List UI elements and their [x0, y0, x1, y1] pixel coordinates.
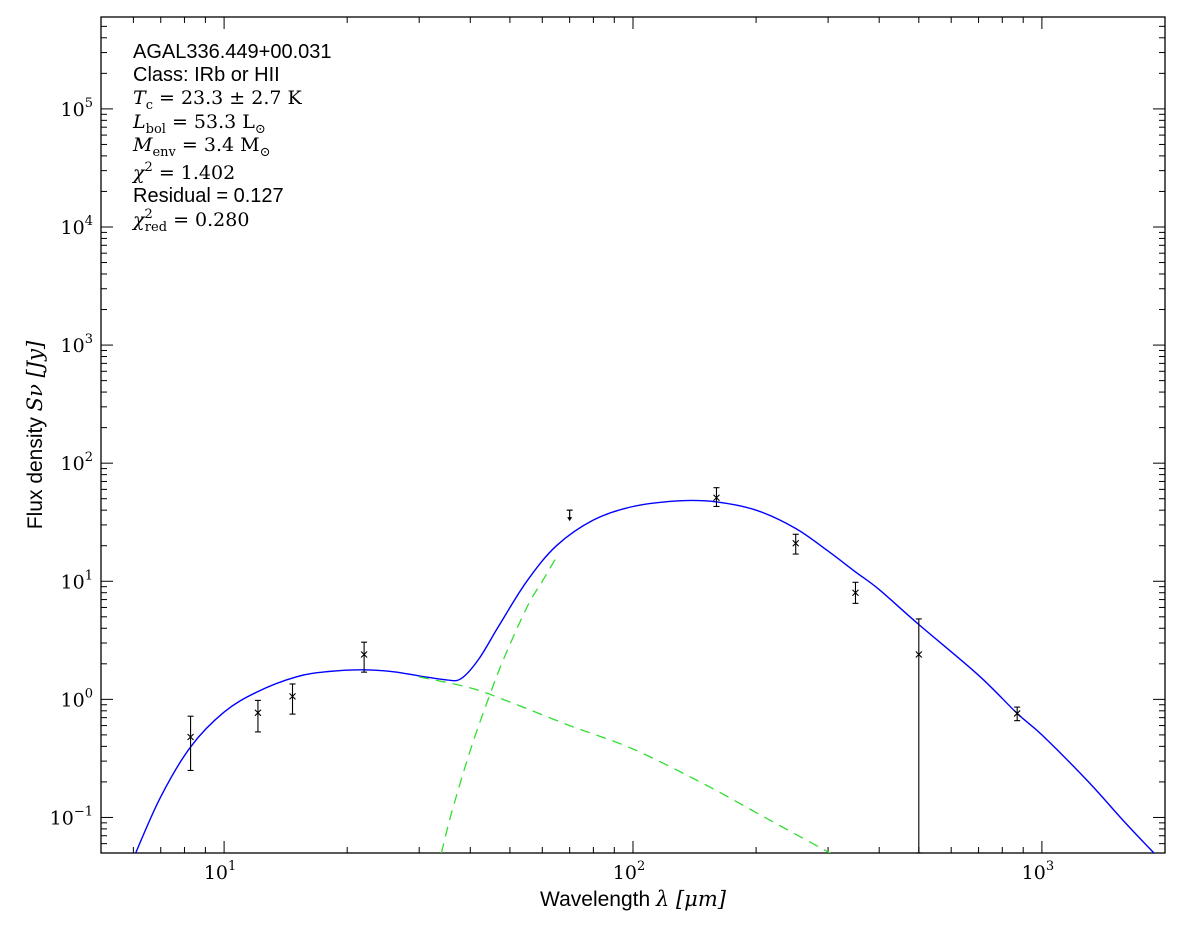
y-tick-label: 100	[61, 686, 93, 711]
data-point	[713, 494, 720, 502]
tc-label: Tc = 23.3 ± 2.7 K	[133, 87, 303, 113]
data-point	[187, 733, 194, 741]
fit-annotations: AGAL336.449+00.031 Class: IRb or HII Tc …	[131, 41, 332, 235]
residual-label: Residual = 0.127	[133, 185, 284, 207]
data-point	[289, 692, 296, 700]
measurement-points	[187, 487, 1021, 854]
y-tick-label: 102	[61, 450, 93, 475]
y-tick-label: 10−1	[50, 804, 93, 829]
data-point	[1013, 710, 1021, 717]
model-curves	[134, 499, 1155, 853]
component-curve	[419, 676, 832, 853]
y-tick-label: 103	[61, 332, 93, 357]
class-label: Class: IRb or HII	[133, 64, 280, 86]
x-tick-label: 101	[204, 859, 236, 884]
axis-ticks	[100, 16, 1166, 854]
lbol-label: Lbol = 53.3 L⊙	[132, 111, 266, 137]
y-tick-label: 104	[61, 214, 93, 239]
y-tick-label: 105	[61, 96, 93, 121]
y-tick-label: 101	[61, 568, 93, 593]
upper-limit-arrow	[567, 517, 573, 522]
data-point	[915, 651, 923, 658]
plot-frame	[100, 16, 1166, 854]
chi2-label: χ2 = 1.402	[131, 160, 235, 184]
data-point	[852, 589, 859, 597]
chi2red-label: χ2 red = 0.280	[131, 207, 249, 235]
x-tick-label: 103	[1022, 859, 1054, 884]
axis-tick-labels: 101 102 103 10−1 100 101 102 103 104 105	[50, 96, 1055, 884]
source-name: AGAL336.449+00.031	[133, 41, 332, 63]
data-point	[792, 539, 800, 547]
y-axis-title: Flux density Sν [Jy]	[23, 340, 47, 529]
data-point	[360, 651, 368, 658]
x-axis-title: Wavelength λ [μm]	[540, 887, 727, 911]
component-curve	[440, 556, 558, 853]
x-tick-label: 102	[613, 859, 645, 884]
menv-label: Menv = 3.4 M⊙	[132, 134, 271, 160]
total-model-curve	[134, 499, 1155, 853]
data-point	[254, 709, 262, 717]
